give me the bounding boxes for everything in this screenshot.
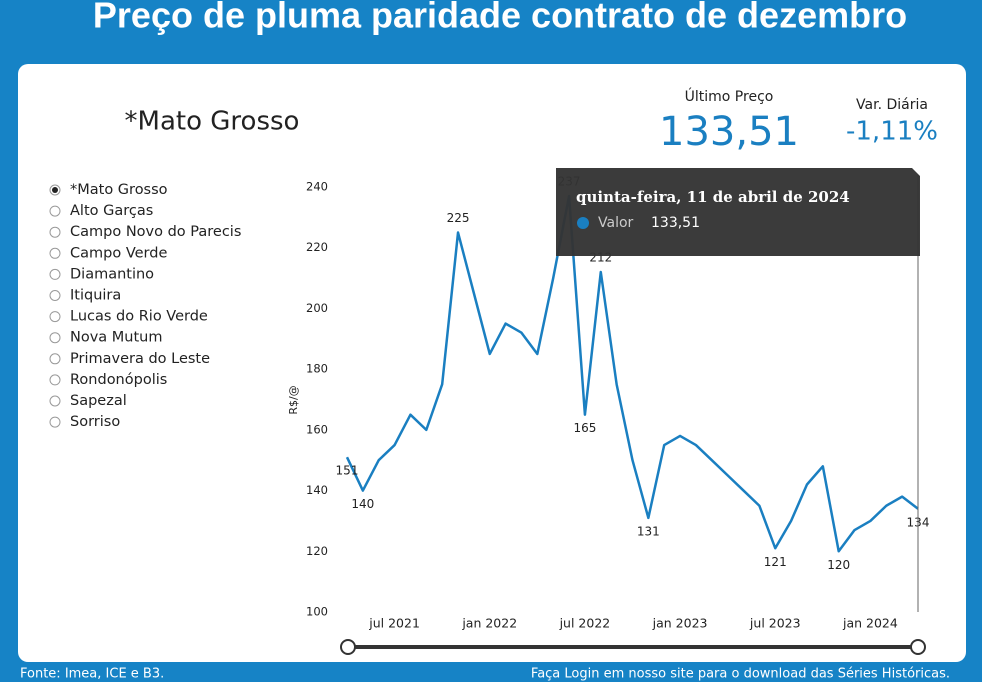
region-title: *Mato Grosso (125, 107, 300, 137)
radio[interactable] (49, 311, 61, 323)
page-title: Preço de pluma paridade contrato de deze… (93, 0, 907, 36)
footer-source: Fonte: Imea, ICE e B3. (20, 667, 164, 682)
x-tick-label: jan 2024 (842, 616, 898, 631)
y-tick-label: 100 (306, 605, 328, 619)
radio-label[interactable]: Primavera do Leste (70, 351, 210, 367)
radio-label[interactable]: Sapezal (70, 393, 127, 409)
tooltip-box (556, 168, 920, 256)
footer-link[interactable]: Faça Login em nosso site para o download… (531, 667, 950, 682)
tooltip-value: 133,51 (651, 215, 700, 231)
data-label: 120 (827, 558, 850, 572)
kpi-value: -1,11% (846, 117, 938, 147)
data-label: 225 (447, 211, 470, 225)
radio[interactable] (49, 268, 61, 280)
line (345, 194, 919, 553)
radio[interactable] (49, 416, 61, 428)
radio[interactable] (49, 205, 61, 217)
y-tick-label: 200 (306, 301, 328, 315)
data-label: 140 (351, 497, 374, 511)
radio-label[interactable]: Rondonópolis (70, 372, 167, 388)
slider-handle[interactable] (910, 639, 926, 655)
kpi-value: 133,51 (659, 109, 799, 155)
radio[interactable] (49, 247, 61, 259)
radio-label[interactable]: Nova Mutum (70, 330, 163, 346)
y-tick-label: 240 (306, 180, 328, 194)
radio-label[interactable]: Sorriso (70, 414, 120, 430)
radio[interactable] (49, 290, 61, 301)
y-tick-label: 160 (306, 422, 328, 436)
data-label: 165 (573, 421, 596, 435)
slider-handle[interactable] (340, 639, 356, 655)
radio-label[interactable]: Campo Novo do Parecis (70, 224, 241, 240)
x-tick-label: jul 2023 (749, 616, 801, 631)
kpi-label: Último Preço (685, 87, 774, 105)
x-tick-label: jul 2021 (368, 616, 420, 631)
data-label: 121 (764, 555, 787, 569)
radio-label[interactable]: Alto Garças (70, 203, 153, 219)
x-tick-label: jan 2023 (652, 616, 708, 631)
radio-label[interactable]: Diamantino (70, 266, 154, 282)
tooltip-date: quinta-feira, 11 de abril de 2024 (576, 188, 850, 206)
data-label: 151 (336, 464, 359, 478)
radio[interactable] (49, 226, 61, 238)
radio-label[interactable]: Itiquira (70, 288, 121, 304)
radio-label[interactable]: *Mato Grosso (70, 182, 168, 198)
data-label: 131 (637, 524, 660, 538)
radio[interactable] (49, 353, 61, 365)
radio[interactable] (49, 332, 61, 344)
x-tick-label: jul 2022 (559, 616, 611, 631)
radio[interactable] (49, 395, 61, 407)
radio[interactable] (49, 374, 61, 386)
y-tick-label: 120 (306, 544, 328, 558)
x-tick-label: jan 2022 (461, 616, 517, 631)
radio-label[interactable]: Lucas do Rio Verde (70, 309, 208, 325)
y-tick-label: 220 (306, 240, 328, 254)
y-axis-label: R$/@ (287, 385, 300, 414)
kpi-label: Var. Diária (856, 97, 928, 113)
radio-label[interactable]: Campo Verde (70, 245, 167, 261)
tooltip-dot (577, 217, 589, 229)
y-tick-label: 180 (306, 362, 328, 376)
radio-dot (52, 187, 58, 193)
y-tick-label: 140 (306, 483, 328, 497)
tooltip-label: Valor (598, 215, 634, 231)
